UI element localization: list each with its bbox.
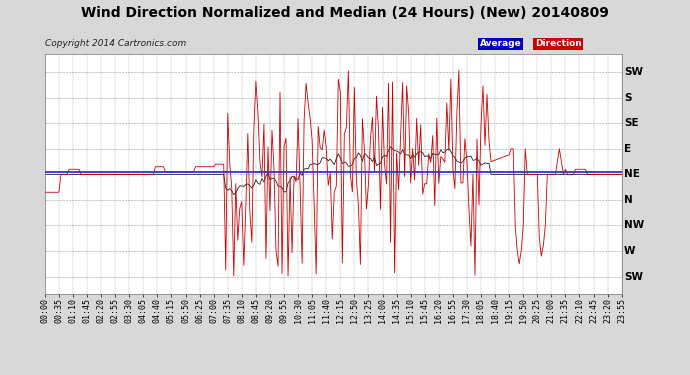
Text: W: W <box>624 246 635 256</box>
Text: NW: NW <box>624 220 644 231</box>
Text: Average: Average <box>480 39 522 48</box>
Text: SW: SW <box>624 67 643 77</box>
Text: SE: SE <box>624 118 638 128</box>
Text: NE: NE <box>624 170 640 179</box>
Text: Wind Direction Normalized and Median (24 Hours) (New) 20140809: Wind Direction Normalized and Median (24… <box>81 6 609 20</box>
Text: S: S <box>624 93 631 103</box>
Text: Copyright 2014 Cartronics.com: Copyright 2014 Cartronics.com <box>45 39 186 48</box>
Text: SW: SW <box>624 272 643 282</box>
Text: Direction: Direction <box>535 39 582 48</box>
Text: N: N <box>624 195 633 205</box>
Text: E: E <box>624 144 631 154</box>
